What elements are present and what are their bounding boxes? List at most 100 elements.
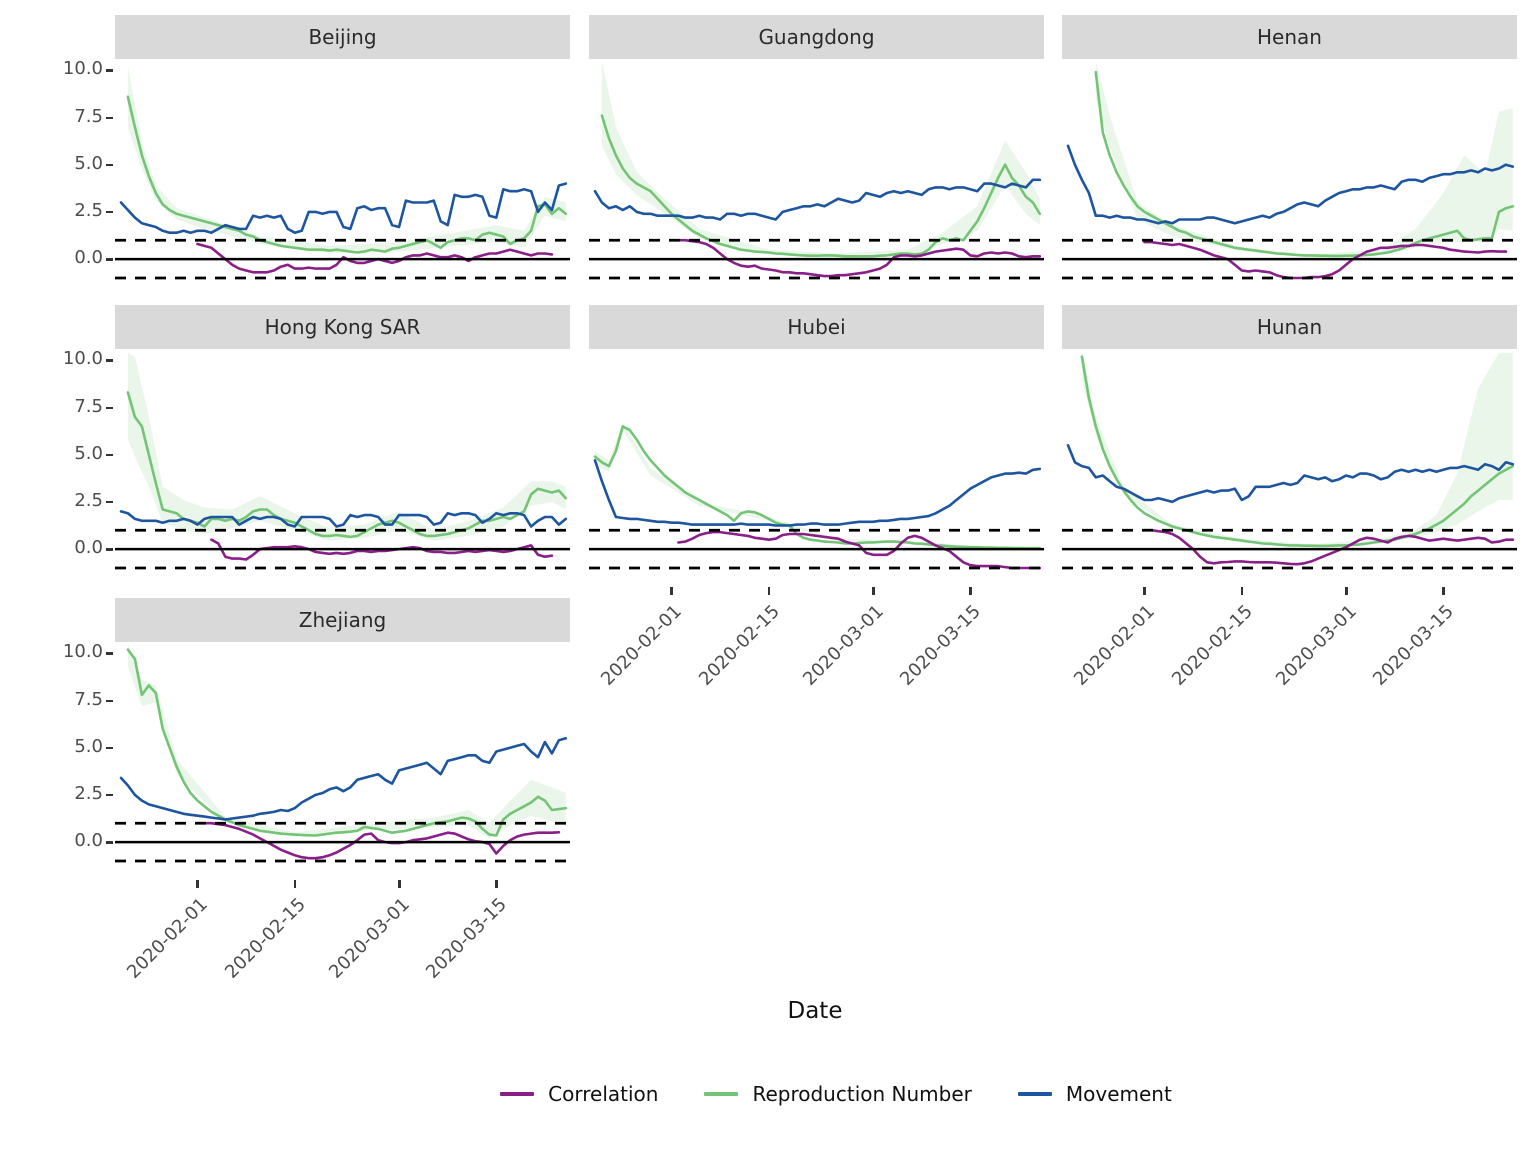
x-tick-mark xyxy=(1442,587,1445,595)
y-tick-label: 0.0 xyxy=(74,247,103,269)
y-tick-mark xyxy=(106,69,113,72)
x-tick-mark xyxy=(495,880,498,888)
x-tick-label: 2020-03-01 xyxy=(1272,601,1361,690)
y-tick-mark xyxy=(106,500,113,504)
facet-title-hubei: Hubei xyxy=(589,305,1044,349)
facet-hubei: Hubei xyxy=(589,305,1044,585)
x-tick-mark xyxy=(1143,587,1146,595)
facet-guangdong: Guangdong xyxy=(589,15,1044,295)
movement-line xyxy=(593,459,1042,527)
y-tick-label: 7.5 xyxy=(74,105,103,127)
x-tick-label: 2020-03-01 xyxy=(325,894,414,983)
x-tick-mark xyxy=(1345,587,1348,595)
reproduction-number-line xyxy=(600,114,1042,258)
y-tick-label: 10.0 xyxy=(62,348,103,370)
facet-beijing: Beijing xyxy=(115,15,570,295)
facet-title-guangdong: Guangdong xyxy=(589,15,1044,59)
y-tick-mark xyxy=(106,652,113,655)
movement-line xyxy=(119,737,568,821)
y-tick-label: 0.0 xyxy=(74,537,103,559)
reproduction-number-line xyxy=(126,391,568,539)
y-tick-label: 2.5 xyxy=(74,199,103,221)
facet-plot-hunan xyxy=(1062,349,1517,585)
reproduction-ribbon xyxy=(127,66,566,254)
reproduction-ribbon xyxy=(127,352,566,541)
reproduction-number-line xyxy=(126,95,568,254)
reproduction-ribbon xyxy=(1095,60,1513,257)
legend-label: Correlation xyxy=(548,1082,659,1106)
facet-henan: Henan xyxy=(1062,15,1517,295)
x-tick-label: 2020-03-15 xyxy=(896,601,986,690)
x-axis-title: Date xyxy=(787,998,843,1024)
x-tick-label: 2020-03-15 xyxy=(1369,601,1459,690)
facet-title-henan: Henan xyxy=(1062,15,1517,59)
movement-line xyxy=(119,510,568,528)
y-tick-mark xyxy=(106,699,113,703)
legend-label: Movement xyxy=(1065,1082,1172,1106)
y-tick-mark xyxy=(106,406,113,410)
y-tick-mark xyxy=(106,116,113,120)
x-tick-label: 2020-03-01 xyxy=(799,601,888,690)
x-tick-label: 2020-02-15 xyxy=(220,894,310,983)
movement-line xyxy=(1066,144,1515,225)
y-tick-label: 5.0 xyxy=(74,442,103,464)
y-tick-mark xyxy=(106,453,113,457)
facet-plot-beijing xyxy=(115,59,570,295)
facet-title-beijing: Beijing xyxy=(115,15,570,59)
movement-swatch xyxy=(1017,1092,1052,1096)
movement-line xyxy=(593,178,1042,221)
chart-legend: Correlation Reproduction Number Movement xyxy=(0,1082,1536,1106)
correlation-line xyxy=(1143,528,1515,566)
movement-line xyxy=(119,182,568,234)
reproduction-number-line xyxy=(1094,70,1515,258)
legend-item-movement: Movement xyxy=(1017,1082,1172,1106)
y-tick-label: 10.0 xyxy=(62,58,103,80)
x-tick-mark xyxy=(969,587,972,595)
x-tick-label: 2020-02-01 xyxy=(1070,601,1160,690)
x-tick-mark xyxy=(196,880,199,888)
legend-item-reproduction-number: Reproduction Number xyxy=(704,1082,972,1106)
y-tick-mark xyxy=(106,210,113,214)
x-tick-label: 2020-02-15 xyxy=(694,601,784,690)
correlation-line xyxy=(196,821,561,860)
y-tick-mark xyxy=(106,359,113,362)
correlation-line xyxy=(1143,240,1508,280)
x-tick-label: 2020-02-01 xyxy=(597,601,687,690)
reproduction-ribbon xyxy=(127,643,566,839)
y-tick-label: 7.5 xyxy=(74,395,103,417)
movement-line xyxy=(1066,444,1515,504)
facet-plot-guangdong xyxy=(589,59,1044,295)
facet-plot-zhejiang xyxy=(115,642,570,878)
y-tick-label: 10.0 xyxy=(62,641,103,663)
x-tick-mark xyxy=(767,587,771,595)
facet-plot-hong-kong-sar xyxy=(115,349,570,585)
legend-item-correlation: Correlation xyxy=(500,1082,658,1106)
x-tick-mark xyxy=(670,587,673,595)
correlation-swatch xyxy=(500,1092,535,1096)
y-tick-mark xyxy=(106,841,113,844)
y-tick-label: 5.0 xyxy=(74,735,103,757)
x-tick-mark xyxy=(1240,587,1244,595)
correlation-line xyxy=(677,238,1042,278)
x-tick-label: 2020-02-15 xyxy=(1167,601,1257,690)
y-tick-mark xyxy=(106,548,113,551)
y-tick-mark xyxy=(106,793,113,797)
facet-title-hunan: Hunan xyxy=(1062,305,1517,349)
facet-plot-hubei xyxy=(589,349,1044,585)
reproduction-number-line xyxy=(593,425,1042,550)
y-tick-label: 0.0 xyxy=(74,830,103,852)
y-tick-label: 5.0 xyxy=(74,152,103,174)
y-tick-label: 7.5 xyxy=(74,688,103,710)
facet-title-zhejiang: Zhejiang xyxy=(115,598,570,642)
y-tick-mark xyxy=(106,163,113,167)
reproduction-number-swatch xyxy=(704,1092,739,1096)
facet-plot-henan xyxy=(1062,59,1517,295)
y-tick-mark xyxy=(106,258,113,261)
y-tick-label: 2.5 xyxy=(74,782,103,804)
x-tick-mark xyxy=(872,587,875,595)
reproduction-number-line xyxy=(1080,355,1515,548)
facet-title-hong-kong-sar: Hong Kong SAR xyxy=(115,305,570,349)
correlation-line xyxy=(677,530,1042,570)
reproduction-number-line xyxy=(126,648,568,837)
